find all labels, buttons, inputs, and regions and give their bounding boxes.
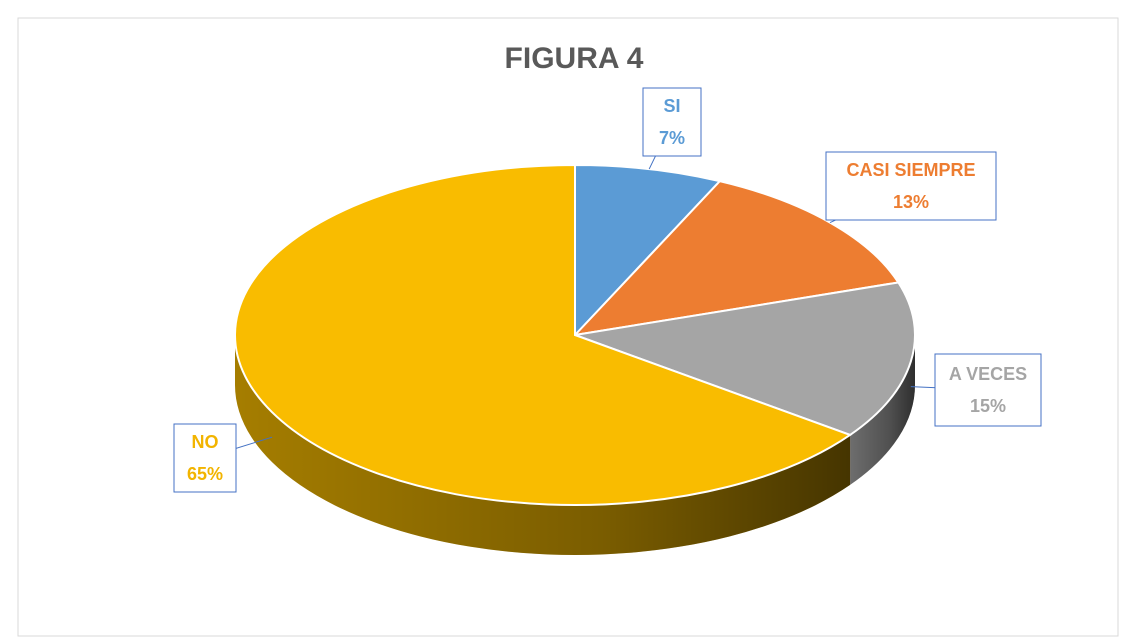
callout-box xyxy=(642,87,702,157)
pie-slice xyxy=(572,180,901,337)
callout-box xyxy=(173,423,237,493)
chart-title: FIGURA 4 xyxy=(505,42,644,75)
pie-slice-side-shade xyxy=(234,335,851,556)
data-label-value: 15% xyxy=(970,396,1006,416)
data-label-category: CASI SIEMPRE xyxy=(846,160,975,180)
data-label-category: NO xyxy=(192,432,219,452)
data-label-value: 65% xyxy=(187,464,223,484)
pie-slice-side-shade xyxy=(850,335,915,485)
pie-slice xyxy=(234,163,853,506)
data-label-value: 13% xyxy=(893,192,929,212)
callout-box xyxy=(934,353,1042,427)
data-label-category: SI xyxy=(663,96,680,116)
data-label-category: A VECES xyxy=(949,364,1027,384)
callout-box xyxy=(825,151,997,221)
data-label-value: 7% xyxy=(659,128,685,148)
pie-slice xyxy=(571,281,916,437)
